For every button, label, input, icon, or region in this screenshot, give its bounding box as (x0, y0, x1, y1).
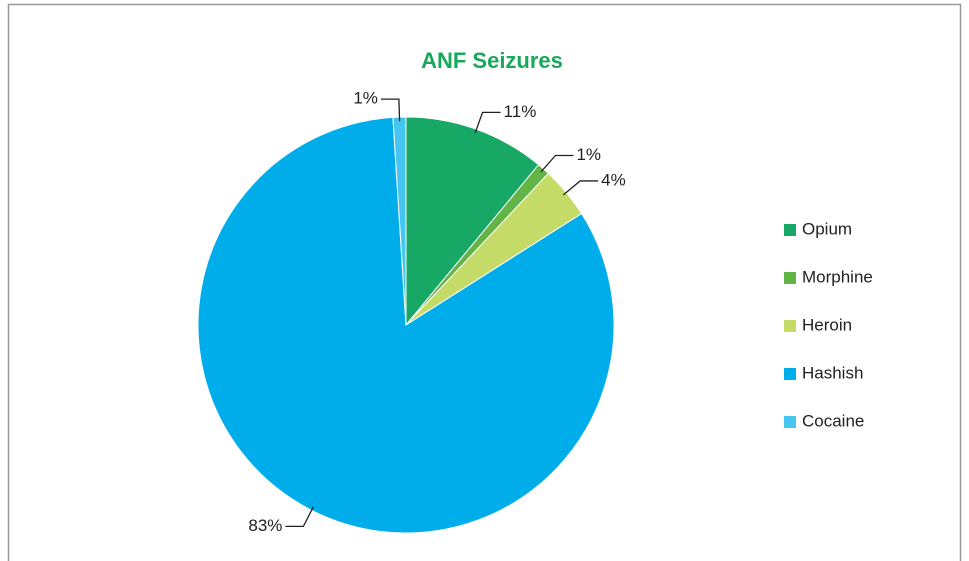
legend-swatch (784, 272, 796, 284)
leader-line (540, 154, 574, 173)
legend-swatch (784, 224, 796, 236)
leader-line (474, 111, 501, 134)
data-label: 4% (601, 170, 626, 189)
leader-line (562, 180, 599, 196)
leader-line (380, 98, 401, 122)
legend-label: Hashish (802, 363, 863, 382)
legend-label: Cocaine (802, 411, 864, 430)
legend-label: Opium (802, 219, 852, 238)
data-label: 11% (504, 102, 537, 121)
legend-swatch (784, 320, 796, 332)
data-label: 1% (353, 89, 378, 108)
chart-title: ANF Seizures (421, 48, 563, 73)
data-label: 1% (576, 145, 601, 164)
legend-swatch (784, 416, 796, 428)
legend-swatch (784, 368, 796, 380)
legend-label: Heroin (802, 315, 852, 334)
data-label: 83% (248, 516, 282, 535)
leader-line (285, 506, 314, 528)
legend-label: Morphine (802, 267, 873, 286)
